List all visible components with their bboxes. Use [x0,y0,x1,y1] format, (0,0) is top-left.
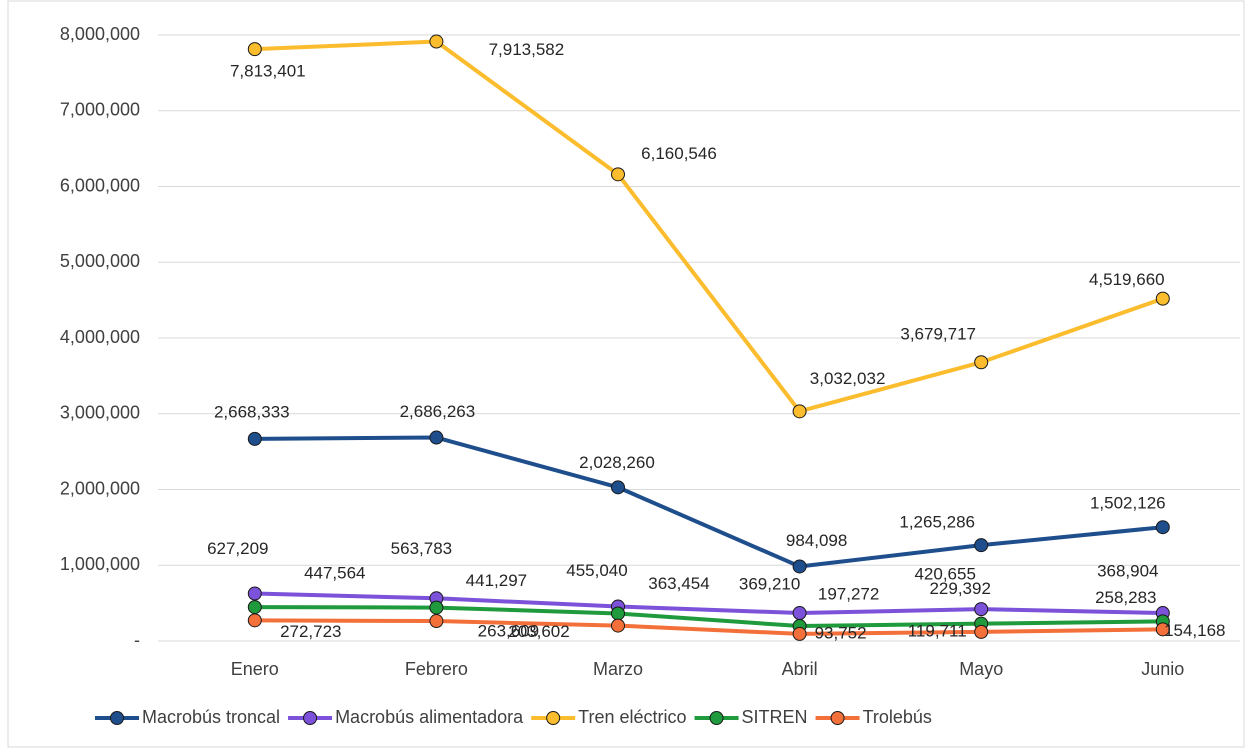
data-point [1155,622,1170,637]
data-label: 229,392 [929,579,990,598]
y-tick-label: 5,000,000 [60,251,140,271]
data-label: 272,723 [280,622,341,641]
data-label: 263,609 [478,622,539,641]
data-label: 420,655 [914,565,975,584]
data-label: 368,904 [1097,562,1158,581]
data-label: 369,210 [739,575,800,594]
legend-marker [709,711,724,725]
legend-marker [546,711,561,725]
y-tick-label: 2,000,000 [60,478,140,498]
data-point [974,538,989,553]
x-tick-label: Febrero [405,659,468,679]
data-label: 363,454 [648,574,709,593]
data-point [974,602,989,617]
data-label: 4,519,660 [1089,270,1165,289]
data-point [247,586,262,601]
series-line [254,435,1163,569]
series-line [254,39,1164,414]
data-label: 1,502,126 [1090,494,1166,513]
legend-label: Trolebús [863,707,932,727]
data-label: 197,272 [818,585,879,604]
data-label: 3,679,717 [900,325,976,344]
legend-marker [303,711,318,725]
data-label: 3,032,032 [810,369,886,388]
data-label: 203,602 [508,622,569,641]
chart-border [7,0,1245,748]
x-tick-label: Abril [782,659,818,679]
x-tick-label: Mayo [959,659,1003,679]
data-point [792,626,807,641]
data-label: 627,209 [207,539,268,558]
legend-label: SITREN [742,707,808,727]
data-label: 2,686,263 [400,402,476,421]
data-label: 258,283 [1095,588,1156,607]
data-point [247,613,262,628]
data-point [247,42,262,57]
data-point [1155,291,1170,306]
legend-label: Macrobús troncal [142,707,280,727]
data-point [792,606,807,621]
data-point [611,606,625,621]
data-label: 119,711 [908,621,967,640]
data-label: 6,160,546 [641,144,717,163]
data-label: 563,783 [391,539,452,558]
legend-marker [830,711,845,725]
legend-marker [110,711,124,725]
data-point [611,618,625,633]
data-point [247,600,262,615]
series-line [254,605,1163,629]
y-tick-label: 6,000,000 [60,175,140,195]
x-tick-label: Marzo [593,659,643,679]
data-point [974,624,989,639]
data-label: 2,028,260 [579,453,655,472]
data-label: 447,564 [304,564,365,583]
data-label: 1,265,286 [899,513,975,532]
data-point [792,559,807,574]
data-point [429,430,444,445]
data-point [974,355,989,370]
y-tick-label: 7,000,000 [60,100,140,120]
data-label: 7,813,401 [230,62,306,81]
y-tick-label: - [134,630,140,650]
data-point [611,480,625,495]
x-tick-label: Junio [1141,659,1184,679]
data-point [1155,520,1170,535]
data-point [792,404,807,419]
data-label: 154,168 [1164,621,1225,640]
legend-label: Tren eléctrico [578,707,686,727]
x-tick-label: Enero [231,659,279,679]
data-point [611,167,625,182]
series-line [254,618,1163,636]
y-tick-label: 4,000,000 [60,327,140,347]
data-point [247,431,262,446]
data-label: 984,098 [786,531,847,550]
data-label: 93,752 [815,623,867,642]
data-label: 455,040 [566,561,627,580]
legend-label: Macrobús alimentadora [335,707,524,727]
y-tick-label: 1,000,000 [60,554,140,574]
data-point [429,34,444,49]
y-tick-label: 3,000,000 [60,403,140,423]
y-tick-label: 8,000,000 [60,24,140,44]
data-point [429,614,444,629]
data-label: 441,297 [466,571,527,590]
data-point [429,600,444,615]
data-label: 2,668,333 [214,402,290,421]
data-label: 7,913,582 [489,40,565,59]
series-line [254,591,1163,616]
